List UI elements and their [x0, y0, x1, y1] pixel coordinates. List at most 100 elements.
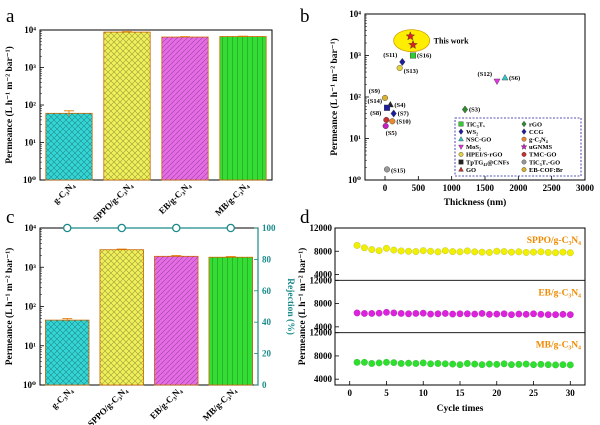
c-category-label: g-C₃N₄	[49, 385, 75, 411]
b-this-work-point	[405, 31, 416, 41]
d-data-point	[382, 308, 390, 316]
b-legend-label: GO	[466, 167, 476, 174]
b-data-point	[493, 78, 501, 85]
c-category-label: EB/g-C₃N₄	[148, 385, 184, 421]
b-legend-label: TiC₃Tₓ-GO	[529, 159, 560, 166]
d-data-point	[485, 310, 493, 318]
c-ylabel: Permeance (L h⁻¹ m⁻² bar⁻¹)	[4, 248, 15, 366]
d-data-point	[405, 247, 413, 255]
d-xtick-label: 5	[384, 388, 389, 398]
d-data-point	[390, 359, 398, 367]
d-data-point	[397, 359, 405, 367]
b-legend-label: TMC-GO	[529, 152, 556, 159]
d-data-point	[522, 248, 530, 256]
b-ytick-label: 10⁰	[348, 175, 361, 185]
d-data-point	[441, 247, 449, 255]
d-data-point	[463, 310, 471, 318]
d-data-point	[434, 248, 442, 256]
c-bar-hatch	[154, 256, 199, 385]
d-data-point	[566, 249, 574, 257]
b-legend-label: EB-COF:Br	[529, 167, 563, 174]
d-data-point	[530, 361, 538, 369]
b-point-label: (S16)	[417, 53, 431, 60]
d-data-point	[500, 360, 508, 368]
d-data-point	[544, 248, 552, 256]
c-ytick-label: 10³	[24, 262, 36, 272]
d-data-point	[507, 361, 515, 369]
b-legend-label: CCG	[529, 129, 543, 136]
d-series-label: MB/g-C₃N₄	[536, 341, 581, 351]
b-data-point	[399, 57, 406, 66]
d-data-point	[353, 358, 361, 366]
d-data-point	[427, 360, 435, 368]
d-data-point	[360, 244, 368, 252]
d-ytick-label: 8000	[314, 246, 333, 256]
d-data-point	[471, 360, 479, 368]
d-data-point	[456, 310, 464, 318]
c-y2tick-label: 20	[262, 349, 272, 359]
chart-d: 4000 8000 12000 SPPO/g-C₃N₄ 4000 8000 12000 EB/…	[297, 223, 586, 414]
b-legend-marker	[520, 143, 528, 150]
b-legend-marker	[521, 167, 527, 173]
b-data-point	[384, 104, 391, 111]
d-data-point	[434, 310, 442, 318]
b-legend-marker	[458, 151, 464, 157]
d-ytick-label: 12000	[310, 223, 333, 233]
d-data-point	[537, 248, 545, 256]
d-data-point	[412, 248, 420, 256]
d-data-point	[463, 247, 471, 255]
c-category-label: MB/g-C₃N₄	[201, 385, 239, 423]
d-data-point	[449, 360, 457, 368]
d-data-point	[405, 359, 413, 367]
b-legend-marker	[458, 159, 464, 165]
d-data-point	[537, 310, 545, 318]
d-data-point	[544, 311, 552, 319]
b-ytick-label: 10¹	[349, 134, 361, 144]
d-data-point	[353, 241, 361, 249]
d-data-point	[507, 248, 515, 256]
c-y2tick-label: 0	[262, 380, 267, 390]
b-data-point	[461, 105, 469, 114]
b-legend-marker	[521, 151, 527, 157]
d-xlabel: Cycle times	[437, 404, 484, 414]
b-point-label: (S13)	[404, 68, 418, 75]
c-y2tick-label: 40	[262, 317, 272, 327]
d-data-point	[397, 247, 405, 255]
b-point-label: (S8)	[370, 110, 381, 117]
a-category-label: EB/g-C₃N₄	[157, 180, 193, 216]
c-ytick-label: 10⁴	[24, 223, 36, 233]
b-point-label: (S5)	[386, 130, 397, 137]
d-ytick-label: 8000	[314, 351, 333, 361]
a-bar-hatch	[161, 37, 209, 181]
d-data-point	[500, 310, 508, 318]
d-data-point	[493, 360, 501, 368]
panel-label-d: d	[300, 207, 310, 228]
d-data-point	[493, 310, 501, 318]
b-point-label: (S4)	[394, 102, 405, 109]
c-bar-hatch	[45, 320, 90, 385]
d-data-point	[552, 249, 560, 257]
d-data-point	[478, 361, 486, 369]
d-ytick-label: 12000	[310, 275, 333, 285]
b-xlabel: Thickness (nm)	[444, 197, 507, 208]
b-data-point	[390, 109, 397, 118]
b-ytick-label: 10²	[349, 92, 361, 102]
chart-a: 10⁰ 10¹ 10² 10³ 10⁴ Permeance (L h⁻¹ m⁻² bar⁻…	[4, 25, 273, 224]
b-legend-label: NSC-GO	[466, 137, 491, 144]
d-data-point	[522, 310, 530, 318]
a-ytick-label: 10³	[24, 63, 36, 73]
d-data-point	[397, 309, 405, 317]
a-ytick-label: 10²	[24, 100, 36, 110]
d-data-point	[485, 248, 493, 256]
b-legend-marker	[458, 121, 464, 127]
d-data-point	[559, 248, 567, 256]
b-ytick-label: 10⁴	[349, 9, 361, 19]
a-ylabel: Permeance (L h⁻¹ m⁻² bar⁻¹)	[4, 46, 15, 164]
d-data-point	[412, 309, 420, 317]
b-point-label: (S6)	[509, 75, 520, 82]
b-legend-label: TpTG₄₁@CNFs	[466, 159, 510, 166]
d-data-point	[375, 359, 383, 367]
d-xtick-label: 20	[492, 388, 502, 398]
d-data-point	[478, 309, 486, 317]
d-xtick-label: 10	[419, 388, 429, 398]
